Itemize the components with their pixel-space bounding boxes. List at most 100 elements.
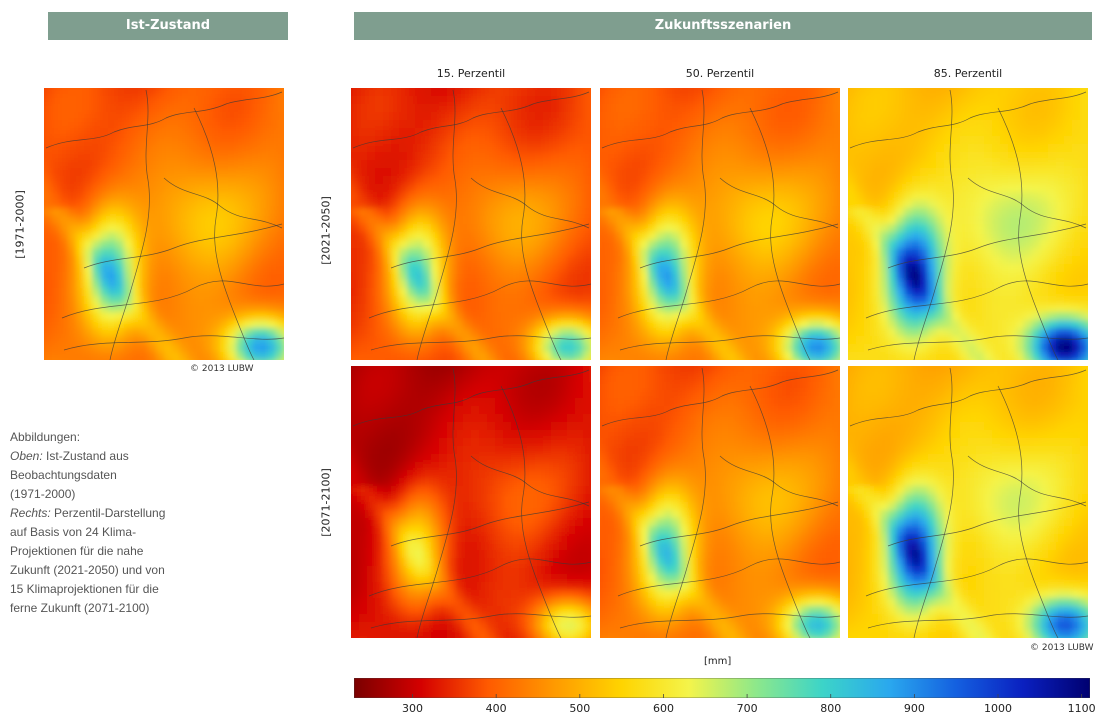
map-border-line bbox=[865, 558, 1088, 597]
map-border-line bbox=[967, 177, 1087, 229]
map-border-line bbox=[997, 385, 1059, 638]
map-border-line bbox=[967, 455, 1087, 507]
caption-line: (1971-2000) bbox=[10, 487, 76, 501]
caption-lead: Oben: bbox=[10, 449, 43, 463]
map-border-line bbox=[639, 223, 839, 269]
map-border-line bbox=[61, 280, 284, 319]
map-border-line bbox=[749, 385, 811, 638]
map-border-line bbox=[193, 107, 255, 360]
map-border-line bbox=[749, 107, 811, 360]
caption-line: Beobachtungsdaten bbox=[10, 468, 117, 482]
row-label-2071-2100: [2071-2100] bbox=[319, 468, 333, 537]
caption-line: Rechts: Perzentil-Darstellung bbox=[10, 504, 280, 523]
map-border-line bbox=[370, 613, 591, 629]
map-50-perzentil-2071-2100 bbox=[600, 366, 840, 638]
colorbar-tick-label: 600 bbox=[652, 702, 674, 715]
colorbar-tick-label: 700 bbox=[736, 702, 758, 715]
caption-text: Perzentil-Darstellung bbox=[50, 506, 166, 520]
map-border-line bbox=[109, 89, 150, 360]
map-border-line bbox=[617, 280, 840, 319]
map-border-line bbox=[368, 280, 591, 319]
colorbar bbox=[354, 678, 1090, 698]
map-border-line bbox=[887, 223, 1087, 269]
caption-text: Ist-Zustand aus bbox=[42, 449, 129, 463]
map-ist-zustand bbox=[44, 88, 284, 360]
map-border-line bbox=[352, 369, 590, 427]
row-label-2021-2050: [2021-2050] bbox=[319, 196, 333, 265]
row-label-1971-2000: [1971-2000] bbox=[13, 190, 27, 259]
copyright-right: © 2013 LUBW bbox=[1030, 643, 1094, 653]
caption-line: Projektionen für die nahe bbox=[10, 544, 144, 558]
map-border-line bbox=[639, 501, 839, 547]
caption-line: 15 Klimaprojektionen für die bbox=[10, 582, 159, 596]
map-border-line bbox=[368, 558, 591, 597]
map-border-line bbox=[719, 455, 839, 507]
colorbar-gradient bbox=[354, 678, 1090, 698]
map-border-line bbox=[352, 91, 590, 149]
map-border-line bbox=[887, 501, 1087, 547]
map-border-line bbox=[416, 367, 457, 638]
map-border-line bbox=[390, 223, 590, 269]
map-85-perzentil-2021-2050 bbox=[848, 88, 1088, 360]
map-border-line bbox=[867, 335, 1088, 351]
map-border-line bbox=[470, 177, 590, 229]
map-border-line bbox=[470, 455, 590, 507]
map-border-line bbox=[500, 385, 562, 638]
heatmap-field bbox=[848, 88, 1088, 360]
column-title-85-perzentil: 85. Perzentil bbox=[933, 67, 1003, 80]
header-ist-zustand: Ist-Zustand bbox=[48, 12, 288, 40]
map-border-line bbox=[719, 177, 839, 229]
map-85-perzentil-2071-2100 bbox=[848, 366, 1088, 638]
heatmap-field bbox=[600, 366, 840, 638]
colorbar-tick-label: 300 bbox=[402, 702, 424, 715]
map-border-line bbox=[865, 280, 1088, 319]
heatmap-field bbox=[848, 366, 1088, 638]
heatmap-field bbox=[44, 88, 284, 360]
colorbar-tick-label: 900 bbox=[903, 702, 925, 715]
caption-line: auf Basis von 24 Klima- bbox=[10, 525, 137, 539]
map-border-line bbox=[370, 335, 591, 351]
figure-caption: Abbildungen: Oben: Ist-Zustand aus Beoba… bbox=[10, 428, 280, 618]
map-border-line bbox=[416, 89, 457, 360]
map-border-line bbox=[163, 177, 283, 229]
map-border-line bbox=[913, 367, 954, 638]
map-15-perzentil-2021-2050 bbox=[351, 88, 591, 360]
map-border-line bbox=[45, 91, 283, 149]
map-border-line bbox=[997, 107, 1059, 360]
colorbar-unit: [mm] bbox=[704, 656, 732, 667]
caption-line: Oben: Ist-Zustand aus bbox=[10, 447, 280, 466]
header-zukunftsszenarien: Zukunftsszenarien bbox=[354, 12, 1092, 40]
map-border-line bbox=[601, 91, 839, 149]
map-15-perzentil-2071-2100 bbox=[351, 366, 591, 638]
colorbar-tick-label: 800 bbox=[820, 702, 842, 715]
map-border-line bbox=[390, 501, 590, 547]
caption-line: ferne Zukunft (2071-2100) bbox=[10, 601, 150, 615]
heatmap-field bbox=[351, 366, 591, 638]
colorbar-tick-label: 400 bbox=[485, 702, 507, 715]
colorbar-tick-label: 1100 bbox=[1067, 702, 1096, 715]
colorbar-tick-label: 1000 bbox=[984, 702, 1012, 715]
heatmap-field bbox=[600, 88, 840, 360]
map-border-line bbox=[849, 91, 1087, 149]
column-title-50-perzentil: 50. Perzentil bbox=[685, 67, 755, 80]
map-border-line bbox=[913, 89, 954, 360]
caption-line: Zukunft (2021-2050) und von bbox=[10, 563, 165, 577]
caption-lead: Rechts: bbox=[10, 506, 51, 520]
column-title-15-perzentil: 15. Perzentil bbox=[436, 67, 506, 80]
map-border-line bbox=[867, 613, 1088, 629]
map-border-line bbox=[617, 558, 840, 597]
map-border-line bbox=[601, 369, 839, 427]
map-border-line bbox=[665, 89, 706, 360]
map-border-line bbox=[83, 223, 283, 269]
map-border-line bbox=[500, 107, 562, 360]
heatmap-field bbox=[351, 88, 591, 360]
map-50-perzentil-2021-2050 bbox=[600, 88, 840, 360]
map-border-line bbox=[849, 369, 1087, 427]
colorbar-tick-label: 500 bbox=[569, 702, 591, 715]
map-border-line bbox=[63, 335, 284, 351]
map-border-line bbox=[619, 335, 840, 351]
map-border-line bbox=[665, 367, 706, 638]
copyright-left: © 2013 LUBW bbox=[190, 364, 254, 374]
map-border-line bbox=[619, 613, 840, 629]
caption-line: Abbildungen: bbox=[10, 430, 81, 444]
